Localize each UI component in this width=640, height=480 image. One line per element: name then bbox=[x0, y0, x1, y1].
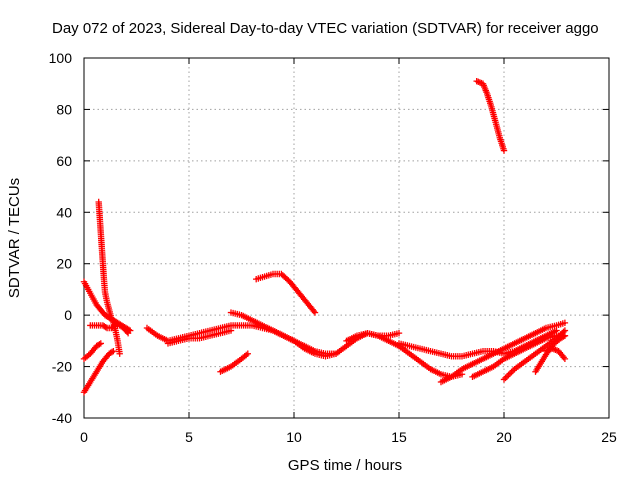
x-tick-label: 20 bbox=[496, 429, 512, 445]
y-tick-label: 60 bbox=[56, 153, 72, 169]
series-arc4 bbox=[80, 347, 117, 396]
data-point bbox=[332, 350, 340, 357]
data-point bbox=[500, 147, 508, 154]
data-points-layer bbox=[80, 77, 569, 396]
series-arc19 bbox=[473, 77, 508, 154]
series-arc10 bbox=[253, 270, 319, 316]
x-tick-label: 25 bbox=[601, 429, 617, 445]
y-tick-label: 40 bbox=[56, 204, 72, 220]
axes-layer: 0 5 10 15 20 25 -40 -20 0 20 40 60 80 100 bbox=[49, 50, 617, 445]
y-axis-label: SDTVAR / TECUs bbox=[6, 178, 23, 298]
data-point bbox=[108, 348, 116, 356]
data-point bbox=[244, 350, 251, 357]
data-point bbox=[97, 340, 104, 347]
data-point bbox=[561, 355, 569, 363]
series-arc3 bbox=[87, 322, 132, 337]
data-point bbox=[561, 319, 569, 327]
data-point bbox=[561, 332, 569, 339]
series-arc18 bbox=[542, 345, 569, 363]
data-point bbox=[116, 350, 123, 357]
chart-title: Day 072 of 2023, Sidereal Day-to-day VTE… bbox=[52, 20, 599, 37]
plot-frame bbox=[83, 57, 610, 419]
series-arc11 bbox=[343, 329, 403, 345]
data-point bbox=[123, 328, 131, 336]
y-tick-label: 20 bbox=[56, 256, 72, 272]
series-arc9 bbox=[217, 350, 251, 375]
y-tick-label: 0 bbox=[64, 307, 72, 323]
series-arc14 bbox=[437, 319, 569, 386]
data-point bbox=[96, 341, 103, 348]
data-point bbox=[310, 307, 317, 315]
x-tick-label: 5 bbox=[185, 429, 193, 445]
series-arc5 bbox=[80, 340, 104, 363]
x-tick-label: 0 bbox=[80, 429, 88, 445]
data-point bbox=[395, 329, 403, 337]
y-tick-label: -20 bbox=[52, 359, 72, 375]
data-point bbox=[560, 333, 567, 340]
x-axis-label: GPS time / hours bbox=[288, 457, 402, 474]
data-point bbox=[110, 323, 118, 330]
data-point bbox=[124, 329, 132, 337]
y-tick-label: 100 bbox=[49, 50, 73, 66]
y-tick-label: 80 bbox=[56, 101, 72, 117]
series-arc8 bbox=[164, 327, 235, 347]
x-tick-label: 10 bbox=[286, 429, 302, 445]
data-point bbox=[110, 347, 117, 355]
series-arc7 bbox=[227, 309, 340, 357]
y-tick-label: -40 bbox=[52, 410, 72, 426]
data-point bbox=[227, 327, 235, 334]
x-tick-label: 15 bbox=[391, 429, 407, 445]
data-point bbox=[311, 309, 319, 316]
data-point bbox=[102, 323, 109, 331]
